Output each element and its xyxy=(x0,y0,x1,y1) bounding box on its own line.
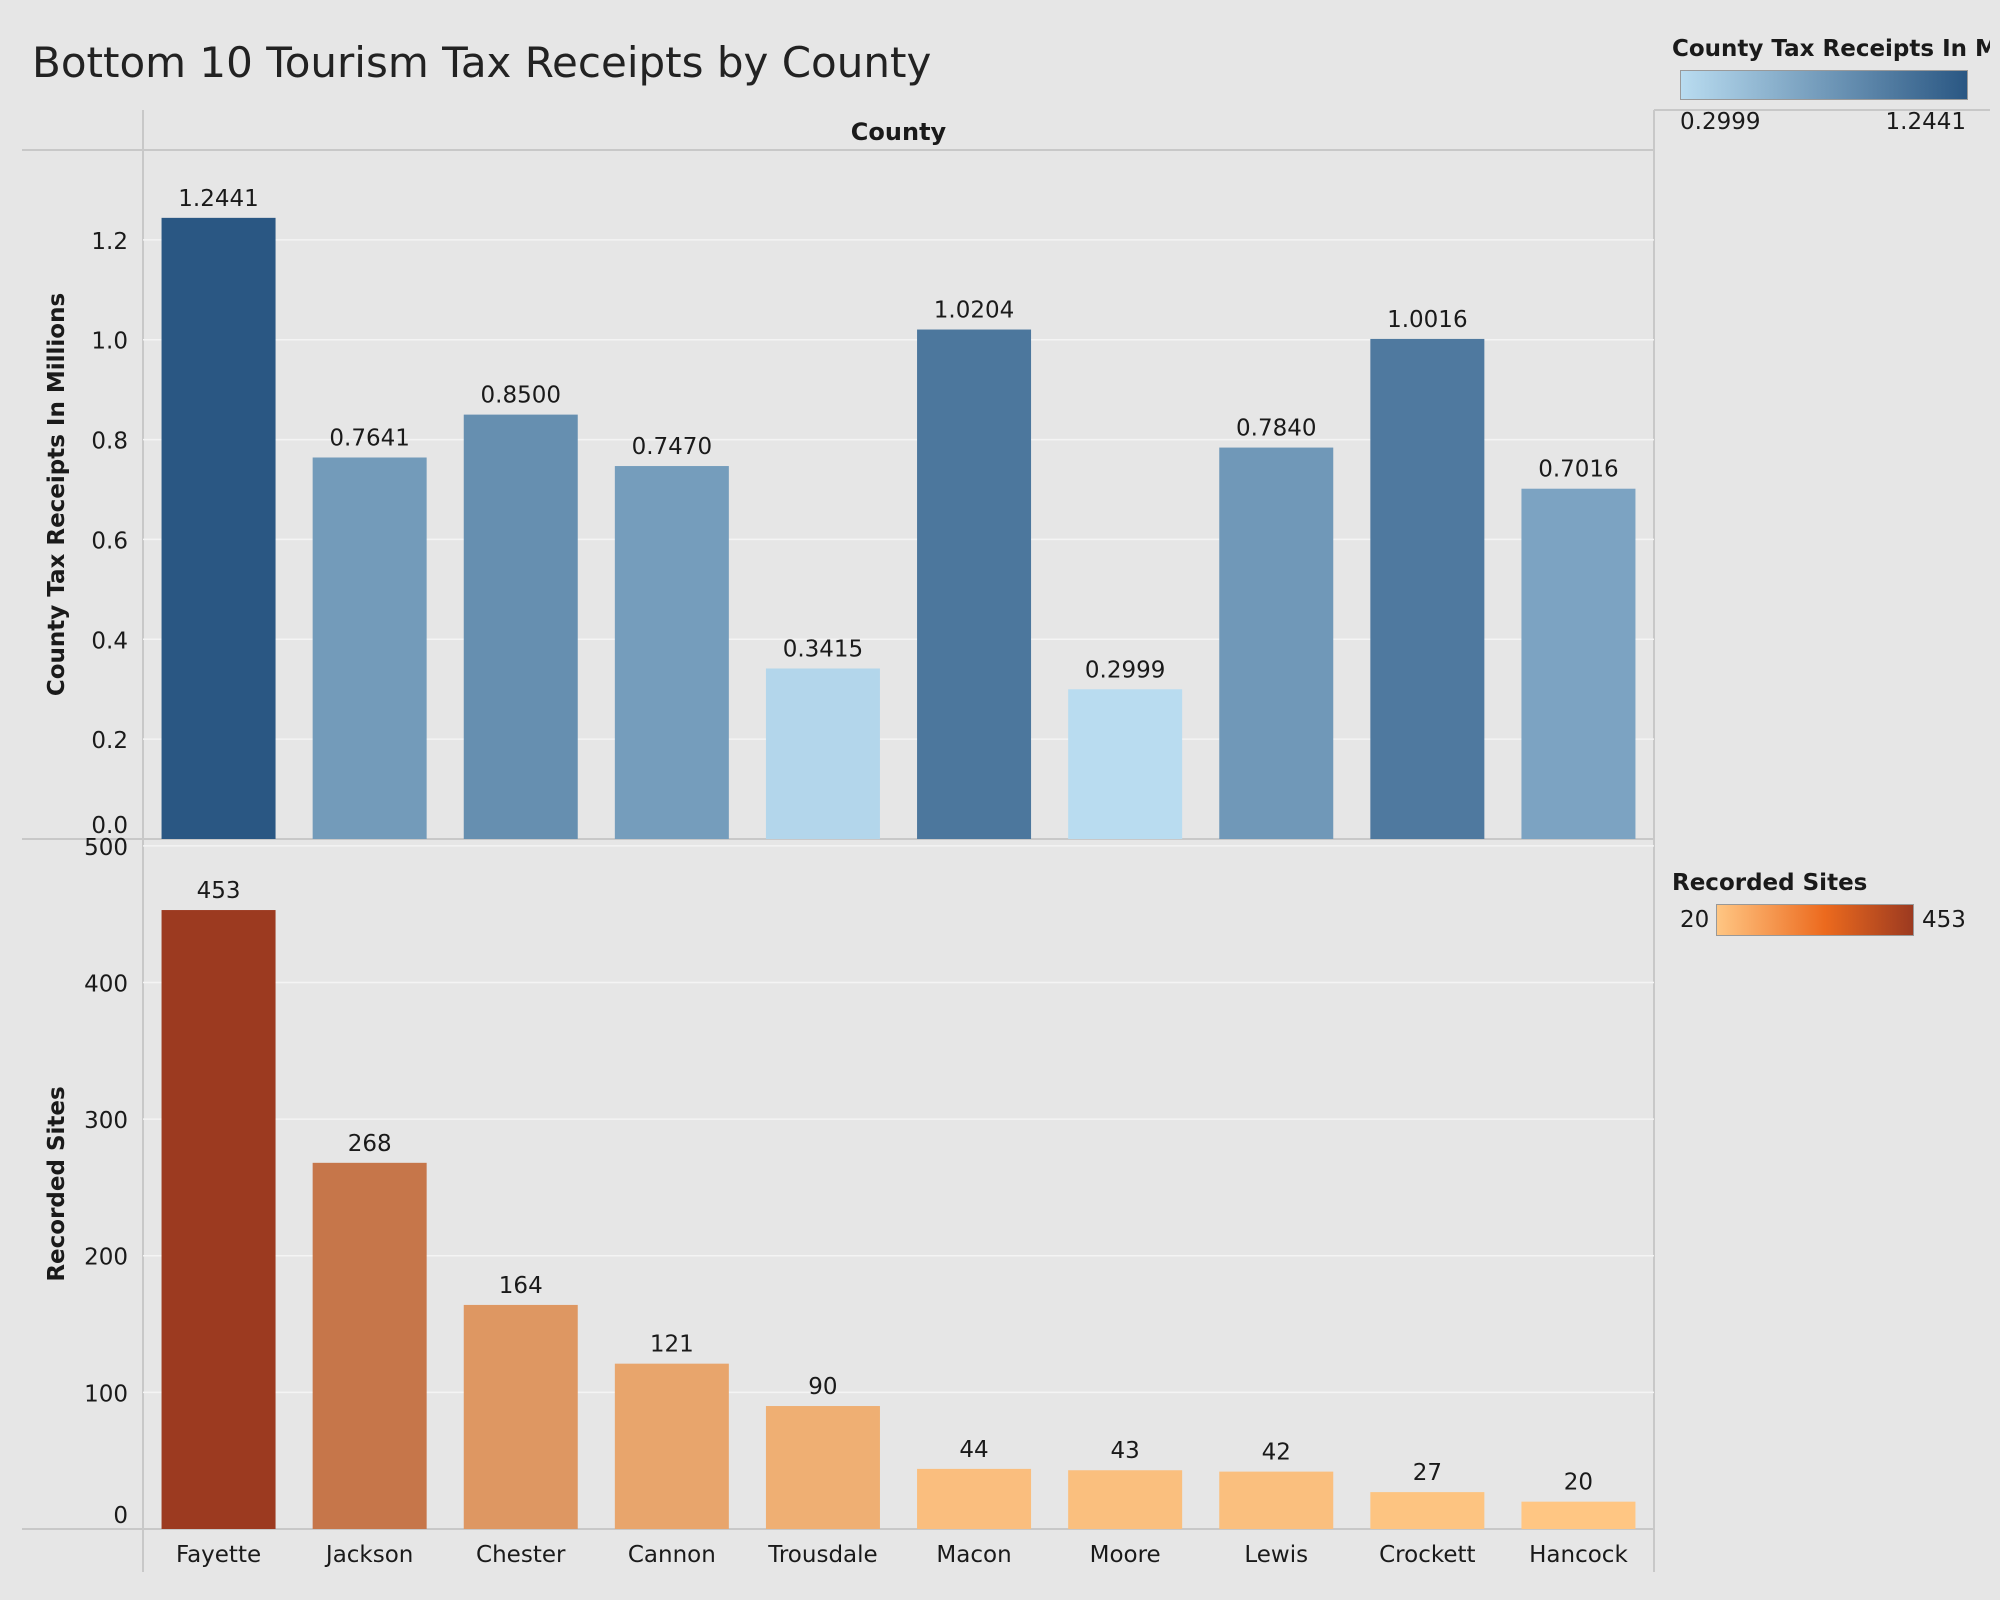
column-header: County xyxy=(851,118,947,146)
tax-legend-gradient xyxy=(1680,70,1968,100)
y-tick-label: 0.4 xyxy=(91,628,128,654)
data-label: 44 xyxy=(959,1437,988,1463)
tax-legend-title: County Tax Receipts In Mi.. xyxy=(1672,36,1990,62)
data-label: 0.8500 xyxy=(481,383,561,409)
x-tick-label: Cannon xyxy=(628,1542,716,1568)
y-tick-label: 0.2 xyxy=(91,728,128,754)
bar-cannon xyxy=(614,466,729,839)
data-label: 1.0016 xyxy=(1387,307,1467,333)
bar-hancock xyxy=(1521,488,1636,839)
sites-legend-max: 453 xyxy=(1922,907,1966,933)
bar-macon xyxy=(917,329,1032,839)
y-tick-label: 0.8 xyxy=(91,429,128,455)
data-label: 43 xyxy=(1111,1438,1140,1464)
bar-chester xyxy=(463,1304,578,1529)
x-tick-label: Crockett xyxy=(1379,1542,1475,1568)
y-tick-label: 200 xyxy=(84,1245,128,1271)
data-label: 1.2441 xyxy=(178,186,258,212)
bar-trousdale xyxy=(765,668,880,839)
bar-lewis xyxy=(1219,1471,1334,1529)
data-label: 268 xyxy=(348,1131,392,1157)
bar-fayette xyxy=(161,910,276,1529)
bar-crockett xyxy=(1370,1492,1485,1529)
y-tick-label: 100 xyxy=(84,1381,128,1407)
x-tick-label: Macon xyxy=(936,1542,1011,1568)
x-tick-label: Lewis xyxy=(1244,1542,1308,1568)
bar-chester xyxy=(463,414,578,839)
data-label: 0.2999 xyxy=(1085,657,1165,683)
x-tick-label: Jackson xyxy=(324,1542,413,1568)
data-label: 453 xyxy=(197,878,241,904)
bar-moore xyxy=(1068,1470,1183,1529)
sites-legend-gradient xyxy=(1716,904,1914,936)
bar-jackson xyxy=(312,1162,427,1529)
y-tick-label: 0 xyxy=(113,1503,128,1529)
y-tick-label: 500 xyxy=(84,835,128,861)
bar-hancock xyxy=(1521,1501,1636,1529)
y-axis-label: Recorded Sites xyxy=(44,1086,70,1281)
x-tick-label: Fayette xyxy=(176,1542,261,1568)
bar-macon xyxy=(917,1468,1032,1529)
x-tick-label: Moore xyxy=(1090,1542,1161,1568)
data-label: 0.7470 xyxy=(632,434,712,460)
sites-legend-min: 20 xyxy=(1680,907,1710,933)
bar-jackson xyxy=(312,457,427,839)
data-label: 1.0204 xyxy=(934,298,1014,324)
data-label: 27 xyxy=(1413,1460,1442,1486)
tax-legend-max: 1.2441 xyxy=(1885,109,1966,135)
y-tick-label: 1.0 xyxy=(91,329,128,355)
y-tick-label: 400 xyxy=(84,971,128,997)
chart-title: Bottom 10 Tourism Tax Receipts by County xyxy=(32,38,932,87)
bar-lewis xyxy=(1219,447,1334,839)
x-tick-label: Trousdale xyxy=(767,1542,878,1568)
data-label: 42 xyxy=(1262,1440,1291,1466)
data-label: 164 xyxy=(499,1273,543,1299)
data-label: 90 xyxy=(808,1374,837,1400)
y-tick-label: 300 xyxy=(84,1108,128,1134)
data-label: 0.7840 xyxy=(1236,416,1316,442)
x-tick-label: Chester xyxy=(476,1542,566,1568)
y-tick-label: 1.2 xyxy=(91,229,128,255)
bar-moore xyxy=(1068,689,1183,839)
bar-crockett xyxy=(1370,338,1485,839)
x-tick-label: Hancock xyxy=(1529,1542,1628,1568)
data-label: 0.7016 xyxy=(1538,457,1618,483)
data-label: 0.7641 xyxy=(329,426,409,452)
y-tick-label: 0.6 xyxy=(91,528,128,554)
bar-cannon xyxy=(614,1363,729,1529)
y-axis-label: County Tax Receipts In Millions xyxy=(44,293,70,696)
data-label: 121 xyxy=(650,1332,694,1358)
sites-legend-title: Recorded Sites xyxy=(1672,870,1868,896)
bar-fayette xyxy=(161,217,276,840)
data-label: 0.3415 xyxy=(783,636,863,662)
data-label: 20 xyxy=(1564,1470,1593,1496)
bar-trousdale xyxy=(765,1406,880,1529)
tax-legend-min: 0.2999 xyxy=(1680,109,1761,135)
y-tick-label: 0.0 xyxy=(91,813,128,839)
